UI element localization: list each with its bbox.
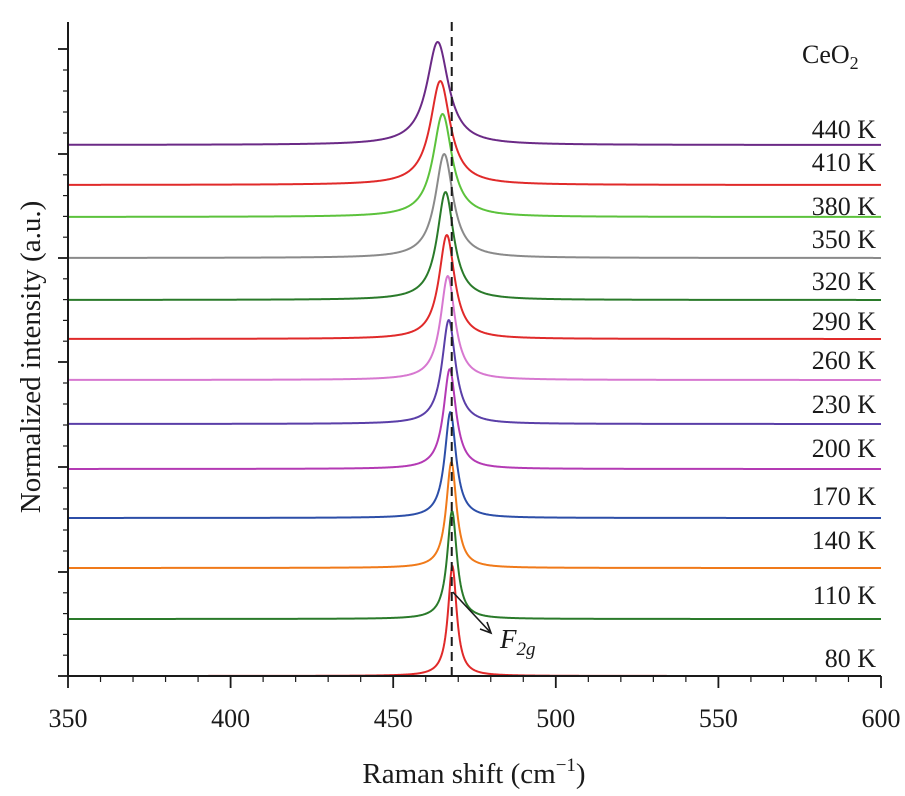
spectrum-80k bbox=[67, 565, 882, 677]
f2g-annotation: F2g bbox=[452, 591, 536, 660]
x-tick-label: 600 bbox=[862, 704, 901, 733]
spectrum-200k bbox=[67, 368, 882, 470]
spectrum-380k bbox=[67, 113, 882, 218]
curve-label-440k: 440 K bbox=[812, 115, 877, 144]
curve-label-110k: 110 K bbox=[813, 581, 877, 610]
annotation-label-main: F bbox=[499, 624, 517, 654]
spectra-curves bbox=[67, 41, 882, 677]
spectrum-440k bbox=[67, 41, 882, 146]
spectrum-260k bbox=[67, 275, 882, 381]
curve-label-380k: 380 K bbox=[812, 192, 877, 221]
sample-label-main: CeO bbox=[802, 40, 850, 69]
x-axis-title: Raman shift (cm−1) bbox=[362, 755, 585, 790]
x-tick-label: 450 bbox=[374, 704, 413, 733]
x-axis-title-sup: −1 bbox=[556, 755, 576, 776]
annotation-arrow bbox=[452, 591, 492, 634]
annotation-label-sub: 2g bbox=[517, 639, 536, 660]
spectrum-110k bbox=[67, 510, 882, 620]
curve-label-140k: 140 K bbox=[812, 526, 877, 555]
annotation-label: F2g bbox=[499, 624, 536, 660]
curve-label-80k: 80 K bbox=[825, 644, 877, 673]
spectrum-170k bbox=[67, 411, 882, 519]
y-axis-title: Normalized intensity (a.u.) bbox=[15, 201, 47, 513]
x-tick-label: 350 bbox=[49, 704, 88, 733]
curve-label-290k: 290 K bbox=[812, 307, 877, 336]
curve-label-170k: 170 K bbox=[812, 482, 877, 511]
spectrum-320k bbox=[67, 191, 882, 301]
curve-label-200k: 200 K bbox=[812, 434, 877, 463]
sample-label-sub: 2 bbox=[850, 53, 859, 73]
x-tick-label: 400 bbox=[211, 704, 250, 733]
curve-label-260k: 260 K bbox=[812, 346, 877, 375]
curve-label-320k: 320 K bbox=[812, 267, 877, 296]
x-tick-label: 550 bbox=[699, 704, 738, 733]
curve-label-230k: 230 K bbox=[812, 390, 877, 419]
y-ticks bbox=[58, 48, 68, 677]
x-ticks: 350 400 450 500 550 600 bbox=[49, 676, 901, 733]
spectrum-290k bbox=[67, 234, 882, 340]
spectrum-410k bbox=[67, 80, 882, 186]
spectrum-350k bbox=[67, 153, 882, 259]
curve-labels: 80 K 110 K 140 K 170 K 200 K 230 K 260 K 290 K 3… bbox=[812, 115, 877, 673]
axes: 350 400 450 500 550 600 bbox=[49, 22, 901, 733]
curve-label-410k: 410 K bbox=[812, 148, 877, 177]
sample-label: CeO2 bbox=[802, 40, 859, 73]
x-axis-title-close: ) bbox=[576, 758, 586, 790]
x-tick-label: 500 bbox=[536, 704, 575, 733]
x-axis-title-main: Raman shift (cm bbox=[362, 758, 556, 790]
spectrum-140k bbox=[67, 461, 882, 569]
annotation-arrow-head bbox=[479, 621, 493, 635]
spectrum-230k bbox=[67, 319, 882, 425]
curve-label-350k: 350 K bbox=[812, 225, 877, 254]
